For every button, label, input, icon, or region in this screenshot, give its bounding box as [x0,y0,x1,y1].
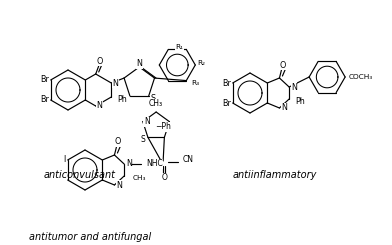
Text: Br: Br [222,98,230,108]
Text: R₃: R₃ [191,80,200,86]
Text: Br: Br [40,75,49,85]
Text: O: O [114,137,121,147]
Text: NHC: NHC [146,159,163,169]
Text: N: N [291,83,297,91]
Text: Ph: Ph [295,97,305,106]
Text: −Ph: −Ph [155,122,171,131]
Text: R₂: R₂ [197,60,205,66]
Text: N: N [112,78,118,87]
Text: R₁: R₁ [175,44,183,50]
Text: N: N [97,101,103,110]
Text: O: O [161,173,167,183]
Text: anticonvulsant: anticonvulsant [44,170,116,180]
Text: O: O [279,61,286,70]
Text: S: S [151,94,156,103]
Text: I: I [64,156,66,164]
Text: antiinflammatory: antiinflammatory [233,170,317,180]
Text: Br: Br [40,96,49,105]
Text: Ph: Ph [117,95,127,103]
Text: N: N [126,159,132,169]
Text: antitumor and antifungal: antitumor and antifungal [29,232,151,242]
Text: S: S [140,135,145,144]
Text: CH₃: CH₃ [149,99,163,109]
Text: Br: Br [222,78,230,87]
Text: N: N [116,181,122,189]
Text: N: N [136,60,142,69]
Text: COCH₃: COCH₃ [348,74,372,80]
Text: CH₃: CH₃ [132,175,146,181]
Text: N: N [144,117,150,126]
Text: CN: CN [182,155,193,163]
Text: O: O [96,57,103,65]
Text: N: N [281,103,287,112]
